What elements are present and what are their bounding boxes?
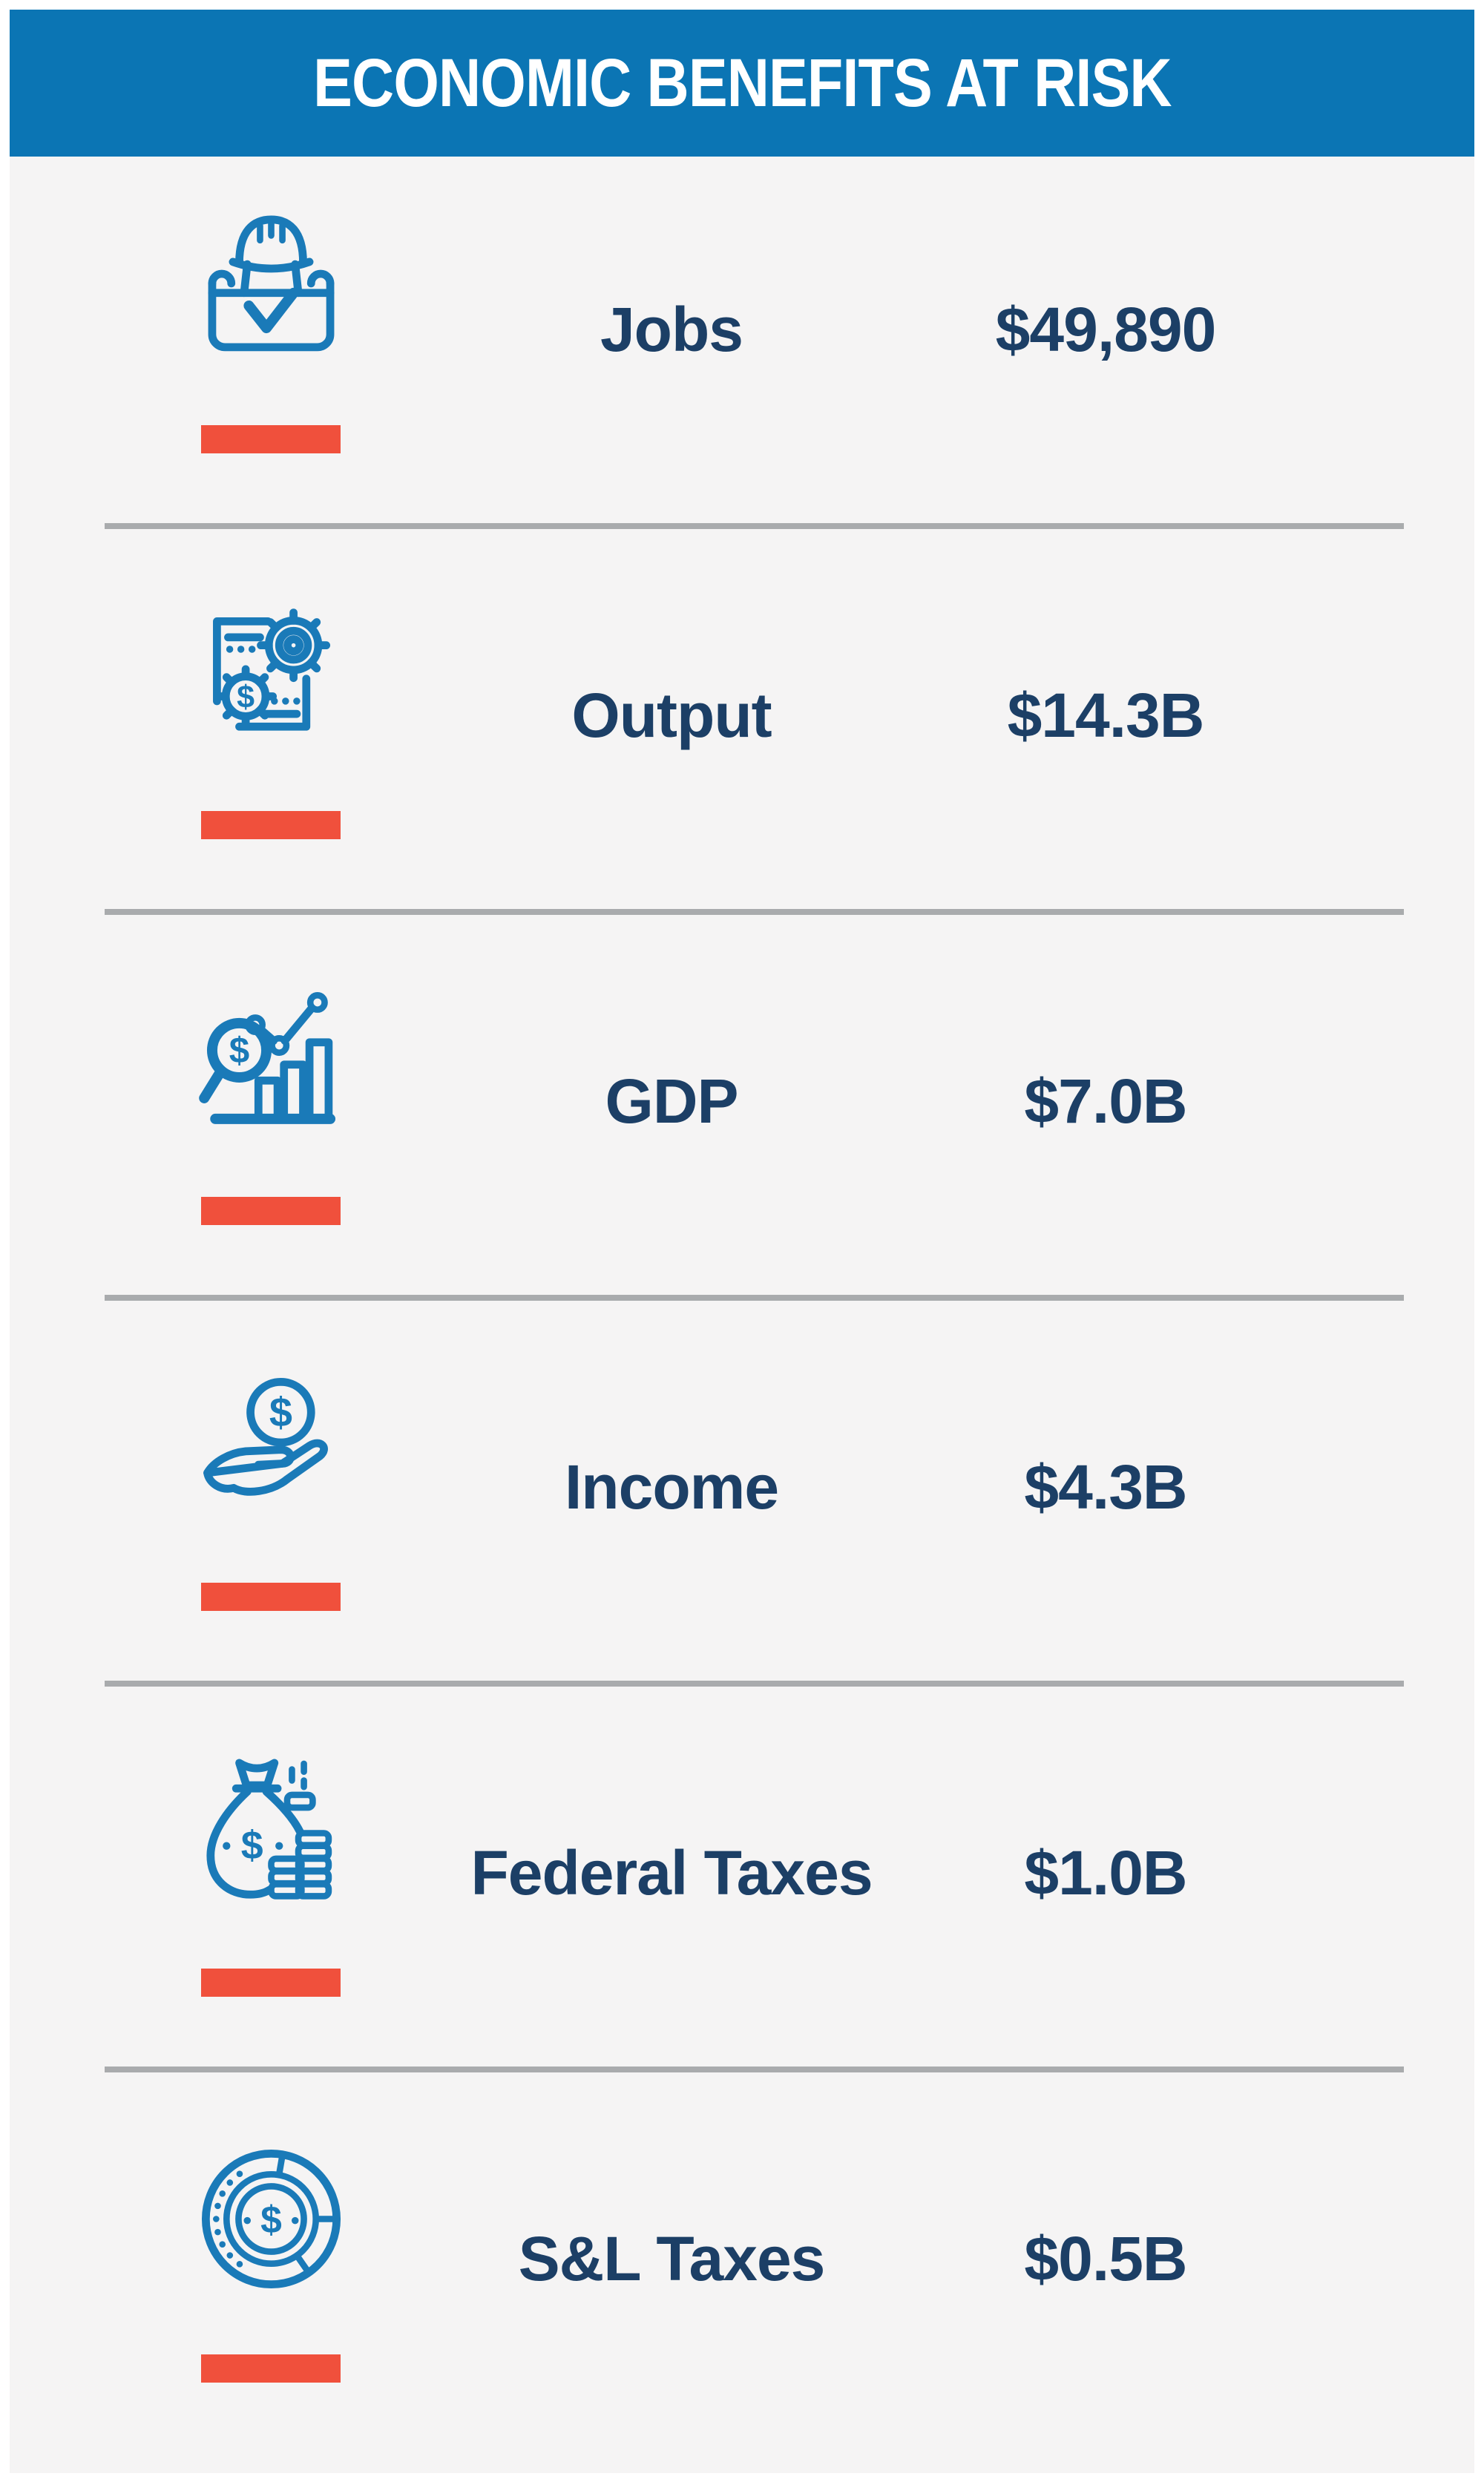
row-divider bbox=[105, 1295, 1404, 1301]
row-label: Output bbox=[571, 680, 772, 750]
accent-bar bbox=[201, 1197, 341, 1225]
accent-bar bbox=[201, 1969, 341, 1997]
svg-text:$: $ bbox=[229, 1031, 249, 1071]
jobs-icon-block bbox=[191, 210, 351, 453]
row-jobs: Jobs $49,890 bbox=[10, 157, 1474, 542]
svg-text:$: $ bbox=[260, 2198, 282, 2241]
row-federal-taxes: $ Federal Taxes bbox=[10, 1700, 1474, 2086]
row-gdp: $ GDP $7.0B bbox=[10, 928, 1474, 1314]
output-document-gears-icon: $ bbox=[191, 596, 351, 759]
row-divider bbox=[105, 909, 1404, 915]
accent-bar bbox=[201, 425, 341, 453]
page-title: ECONOMIC BENEFITS AT RISK bbox=[312, 45, 1172, 121]
row-value: $14.3B bbox=[1007, 680, 1205, 750]
jobs-hardhat-toolbox-icon bbox=[191, 210, 351, 373]
federal-taxes-icon-block: $ bbox=[191, 1753, 351, 1997]
row-output: $ Output $14.3B bbox=[10, 542, 1474, 928]
row-label: Jobs bbox=[600, 294, 743, 364]
row-label: Federal Taxes bbox=[470, 1837, 873, 1908]
row-value: $49,890 bbox=[995, 294, 1217, 364]
row-label: Income bbox=[564, 1451, 779, 1522]
row-divider bbox=[105, 1681, 1404, 1687]
row-divider bbox=[105, 523, 1404, 529]
accent-bar bbox=[201, 2354, 341, 2383]
row-value: $1.0B bbox=[1024, 1837, 1187, 1908]
header-banner: ECONOMIC BENEFITS AT RISK bbox=[10, 10, 1474, 157]
infographic-panel: ECONOMIC BENEFITS AT RISK bbox=[10, 10, 1474, 2473]
svg-text:$: $ bbox=[269, 1389, 292, 1436]
income-icon-block: $ bbox=[191, 1368, 351, 1611]
row-value: $7.0B bbox=[1024, 1066, 1187, 1136]
sl-taxes-coin-pie-icon: $ bbox=[191, 2139, 351, 2302]
accent-bar bbox=[201, 811, 341, 839]
svg-text:$: $ bbox=[240, 1823, 263, 1868]
row-divider bbox=[105, 2067, 1404, 2072]
income-hand-coin-icon: $ bbox=[191, 1368, 351, 1531]
accent-bar bbox=[201, 1583, 341, 1611]
row-label: GDP bbox=[605, 1066, 738, 1136]
row-label: S&L Taxes bbox=[518, 2223, 826, 2294]
rows-container: Jobs $49,890 bbox=[10, 157, 1474, 2472]
gdp-icon-block: $ bbox=[191, 982, 351, 1225]
row-value: $4.3B bbox=[1024, 1451, 1187, 1522]
row-sl-taxes: $ S&L Taxes $0.5B bbox=[10, 2086, 1474, 2472]
svg-text:$: $ bbox=[237, 680, 255, 715]
output-icon-block: $ bbox=[191, 596, 351, 839]
federal-taxes-moneybag-coins-icon: $ bbox=[191, 1753, 351, 1917]
gdp-magnifier-bar-chart-icon: $ bbox=[191, 982, 351, 1145]
row-income: $ Income $4.3B bbox=[10, 1314, 1474, 1700]
row-value: $0.5B bbox=[1024, 2223, 1187, 2294]
sl-taxes-icon-block: $ bbox=[191, 2139, 351, 2383]
